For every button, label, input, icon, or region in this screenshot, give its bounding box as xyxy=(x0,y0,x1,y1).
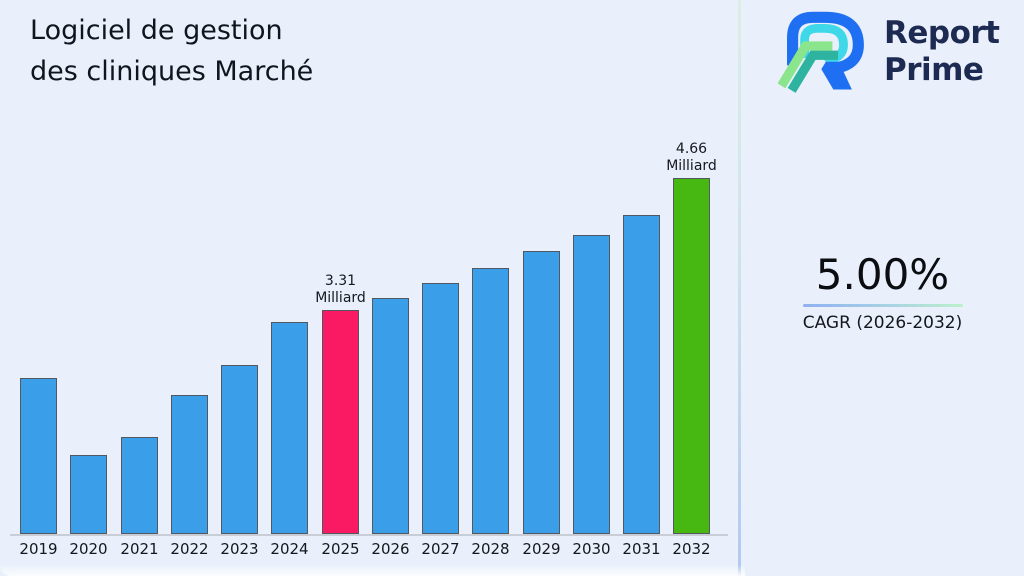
logo: Report Prime xyxy=(778,8,1000,96)
bar-2032 xyxy=(673,178,710,534)
info-panel: Report Prime 5.00% CAGR (2026-2032) xyxy=(741,0,1024,576)
logo-text-line1: Report xyxy=(884,15,1000,51)
chart-section: Logiciel de gestion des cliniques Marché… xyxy=(10,10,728,558)
x-tick-label-2021: 2021 xyxy=(120,540,159,558)
page-title: Logiciel de gestion des cliniques Marché xyxy=(30,10,313,92)
cagr-value: 5.00% xyxy=(815,250,950,299)
bar-annotation-2025: 3.31 Milliard xyxy=(315,273,366,306)
bar-2019 xyxy=(20,378,57,534)
bar-2027 xyxy=(422,283,459,534)
x-tick-label-2025: 2025 xyxy=(321,540,360,558)
x-tick-label-2028: 2028 xyxy=(471,540,510,558)
x-tick-label-2020: 2020 xyxy=(69,540,108,558)
bar-2021 xyxy=(121,437,158,534)
x-tick-label-2031: 2031 xyxy=(622,540,661,558)
bar-annotation-2032: 4.66 Milliard xyxy=(666,141,717,174)
bar-chart: 2019 2020 2021 2022 2023 2024 2025 3.31 Milliard… xyxy=(19,141,716,558)
x-tick-label-2032: 2032 xyxy=(672,540,711,558)
panel-divider xyxy=(738,0,741,576)
bar-2031 xyxy=(623,215,660,534)
x-tick-label-2019: 2019 xyxy=(19,540,58,558)
x-tick-label-2024: 2024 xyxy=(270,540,309,558)
bar-2024 xyxy=(271,322,308,534)
x-axis-line xyxy=(10,534,728,536)
bar-2029 xyxy=(523,251,560,534)
bar-2023 xyxy=(221,365,258,534)
bar-2020 xyxy=(70,455,107,534)
cagr-label: CAGR (2026-2032) xyxy=(802,313,963,333)
bar-2026 xyxy=(372,298,409,534)
bar-2030 xyxy=(573,235,610,534)
bar-2028 xyxy=(472,268,509,534)
page-title-line1: Logiciel de gestion xyxy=(30,15,283,46)
bottom-glow xyxy=(0,565,745,576)
logo-text-line2: Prime xyxy=(884,52,984,88)
x-tick-label-2022: 2022 xyxy=(170,540,209,558)
logo-text: Report Prime xyxy=(884,15,1000,89)
x-tick-label-2027: 2027 xyxy=(421,540,460,558)
bar-2025 xyxy=(322,310,359,534)
cagr-block: 5.00% CAGR (2026-2032) xyxy=(741,252,1024,333)
page-title-line2: des cliniques Marché xyxy=(30,56,314,87)
report-prime-logo-icon xyxy=(778,11,864,93)
x-tick-label-2030: 2030 xyxy=(572,540,611,558)
x-tick-label-2023: 2023 xyxy=(220,540,259,558)
bar-2022 xyxy=(171,395,208,534)
cagr-underline xyxy=(802,304,963,307)
x-tick-label-2029: 2029 xyxy=(522,540,561,558)
x-tick-label-2026: 2026 xyxy=(371,540,410,558)
